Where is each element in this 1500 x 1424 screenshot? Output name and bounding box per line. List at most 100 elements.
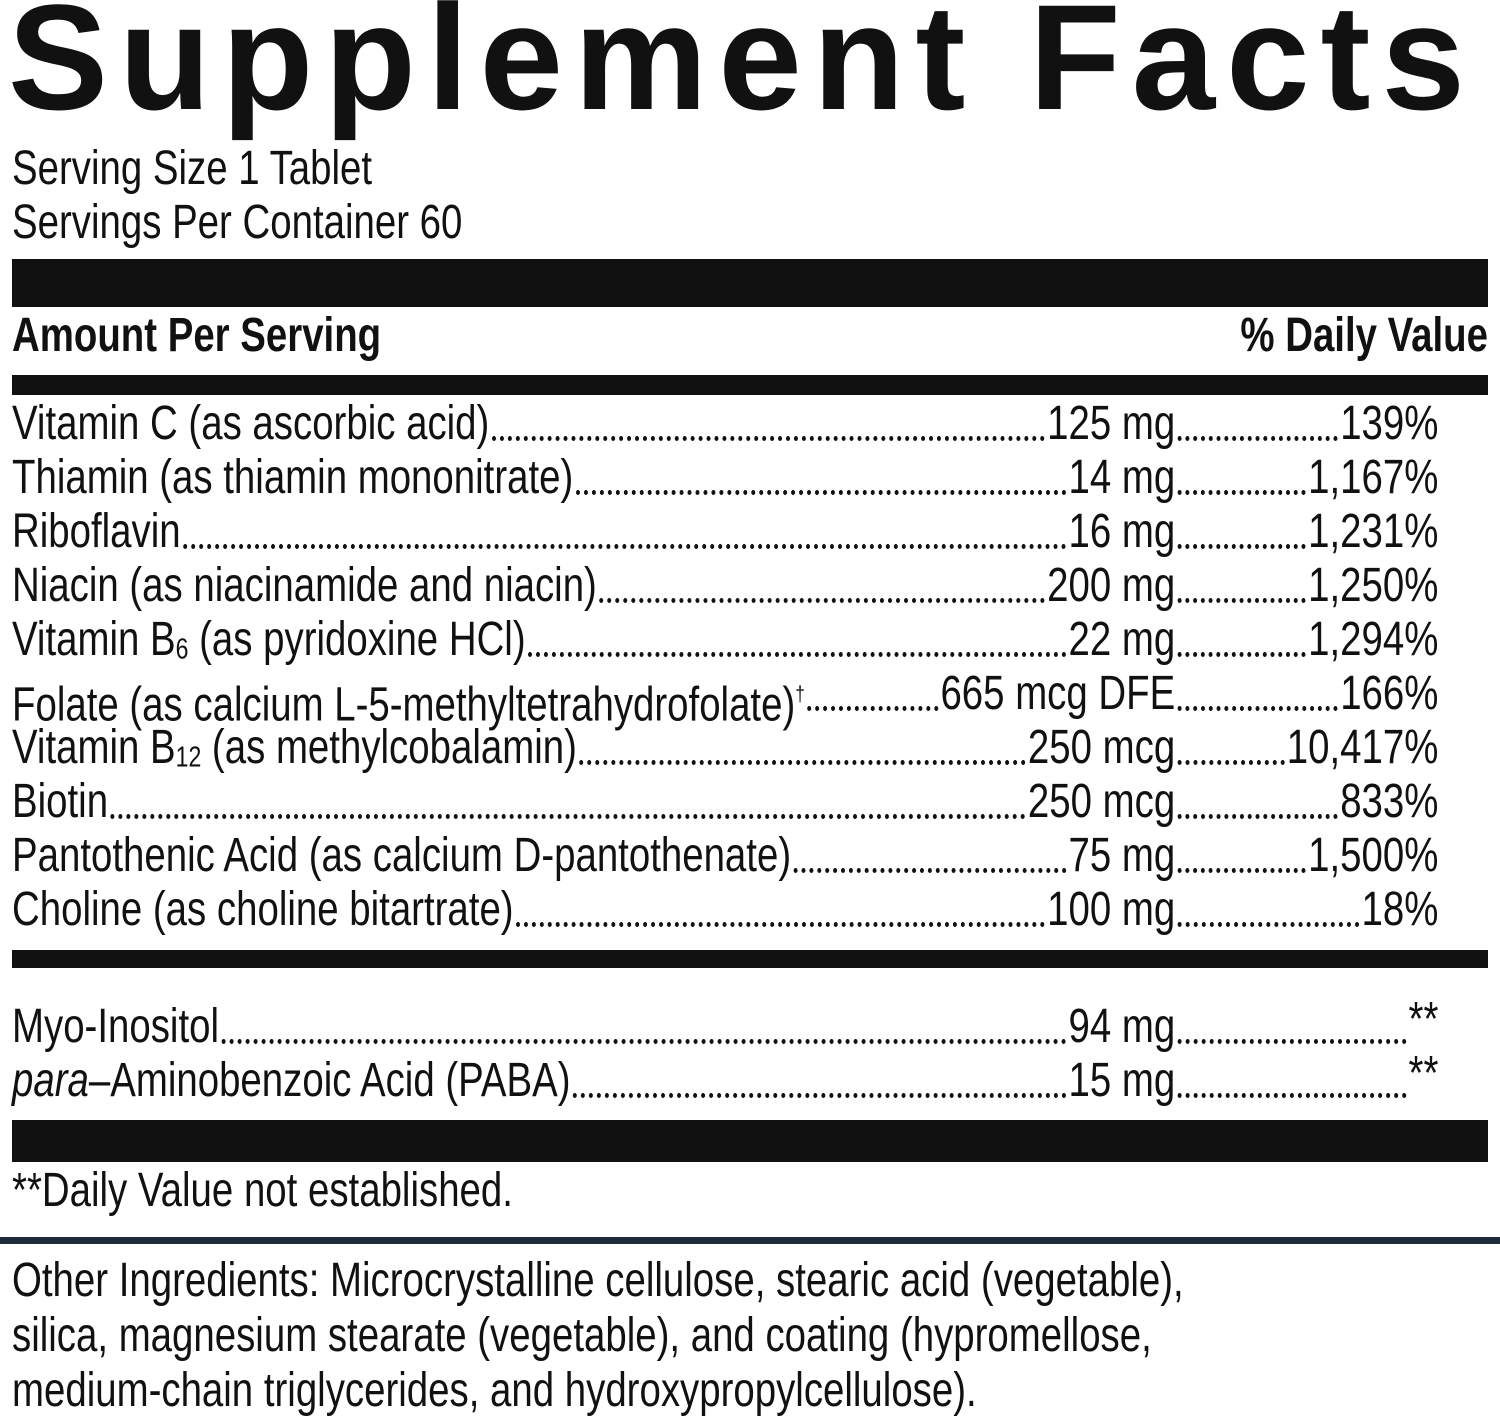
name-part: Vitamin B <box>12 613 176 666</box>
amount: 250 mcg <box>1027 775 1176 828</box>
daily-value: 18% <box>1361 883 1439 936</box>
daily-value: 1,250% <box>1308 559 1439 612</box>
name-part: para <box>12 1054 89 1107</box>
name-amount: Folate (as calcium L-5-methyltetrahydrof… <box>12 667 1176 731</box>
other-ingredients-line: Other Ingredients: Microcrystalline cell… <box>12 1254 1184 1307</box>
title: Supplement Facts <box>8 0 1476 141</box>
dot-leader <box>515 922 1045 927</box>
dot-leader <box>1177 490 1306 495</box>
name-amount: Thiamin (as thiamin mononitrate) 14 mg <box>12 451 1175 505</box>
daily-value-header: % Daily Value <box>1240 309 1488 362</box>
dot-leader <box>1177 652 1306 657</box>
nutrient-name: Vitamin B12 (as methylcobalamin) <box>12 721 577 775</box>
daily-value: 1,294% <box>1308 613 1439 666</box>
nutrient-name: Biotin <box>12 775 108 829</box>
name-part: Niacin (as niacinamide and niacin) <box>12 559 597 612</box>
dot-leader <box>572 1093 1067 1098</box>
nutrient-row: Vitamin B12 (as methylcobalamin) 250 mcg 1… <box>12 721 1438 775</box>
amount: 250 mcg <box>1027 721 1176 774</box>
amount: 14 mg <box>1068 451 1176 504</box>
daily-value-cell: 166% <box>1175 667 1438 721</box>
nutrient-name: Myo-Inositol <box>12 1000 219 1054</box>
dot-leader <box>1177 760 1285 765</box>
bar <box>12 950 1488 968</box>
name-amount: para–Aminobenzoic Acid (PABA) 15 mg <box>12 1054 1175 1108</box>
name-amount: Pantothenic Acid (as calcium D-pantothen… <box>12 829 1175 883</box>
nutrient-name: Folate (as calcium L-5-methyltetrahydrof… <box>12 667 805 731</box>
daily-value-cell: 18% <box>1175 883 1438 937</box>
dot-leader <box>793 868 1067 873</box>
dot-leader <box>1177 544 1306 549</box>
name-amount: Vitamin C (as ascorbic acid) 125 mg <box>12 397 1175 451</box>
name-amount: Riboflavin 16 mg <box>12 505 1175 559</box>
nutrient-name: Vitamin C (as ascorbic acid) <box>12 397 489 451</box>
nutrient-row: para–Aminobenzoic Acid (PABA) 15 mg ** <box>12 1047 1439 1108</box>
nutrient-row: Niacin (as niacinamide and niacin) 200 mg… <box>12 559 1438 613</box>
dot-leader <box>575 490 1067 495</box>
serving-size: Serving Size 1 Tablet <box>12 142 373 195</box>
name-amount: Vitamin B6 (as pyridoxine HCl) 22 mg <box>12 613 1175 667</box>
nutrient-row: Myo-Inositol 94 mg ** <box>12 996 1438 1054</box>
daily-value: 1,500% <box>1308 829 1439 882</box>
thick-bar <box>12 259 1488 307</box>
name-amount: Vitamin B12 (as methylcobalamin) 250 mcg <box>12 721 1175 775</box>
amount: 75 mg <box>1068 829 1176 882</box>
dot-leader <box>1177 706 1338 711</box>
nutrient-name: Thiamin (as thiamin mononitrate) <box>12 451 573 505</box>
name-part: 12 <box>175 741 202 774</box>
dot-leader <box>1177 598 1306 603</box>
footnote: **Daily Value not established. <box>12 1164 513 1217</box>
amount: 665 mcg DFE <box>940 667 1176 720</box>
name-part: Folate (as calcium L-5-methyltetrahydrof… <box>12 678 796 732</box>
dot-leader <box>1177 922 1360 927</box>
dot-leader <box>1177 868 1306 873</box>
amount: 200 mg <box>1047 559 1176 612</box>
daily-value-cell: 10,417% <box>1175 721 1438 775</box>
name-part: Vitamin C (as ascorbic acid) <box>12 397 490 450</box>
daily-value: 833% <box>1340 775 1439 828</box>
daily-value-cell: ** <box>1175 996 1438 1054</box>
other-ingredients-line: medium-chain triglycerides, and hydroxyp… <box>12 1364 977 1417</box>
daily-value-cell: 139% <box>1175 397 1438 451</box>
amount: 15 mg <box>1068 1054 1176 1107</box>
nutrient-row: Vitamin B6 (as pyridoxine HCl) 22 mg 1,294… <box>12 613 1438 667</box>
daily-value: 1,167% <box>1308 451 1439 504</box>
amount: 125 mg <box>1047 397 1176 450</box>
dot-leader <box>1177 814 1338 819</box>
daily-value: 10,417% <box>1286 721 1439 774</box>
daily-value-cell: 1,231% <box>1175 505 1438 559</box>
dot-leader <box>1177 436 1338 441</box>
daily-value: ** <box>1408 1047 1439 1100</box>
name-part: (as pyridoxine HCl) <box>188 613 526 666</box>
dot-leader <box>599 598 1045 603</box>
name-part: 6 <box>175 633 189 666</box>
daily-value-cell: 1,167% <box>1175 451 1438 505</box>
name-part: Biotin <box>12 775 109 828</box>
nutrient-name: Vitamin B6 (as pyridoxine HCl) <box>12 613 526 667</box>
name-part: Riboflavin <box>12 505 181 558</box>
dot-leader <box>1177 1039 1407 1044</box>
daily-value-cell: 1,500% <box>1175 829 1438 883</box>
nutrient-row: Thiamin (as thiamin mononitrate) 14 mg 1,1… <box>12 451 1438 505</box>
name-part: –Aminobenzoic Acid (PABA) <box>88 1054 571 1107</box>
daily-value: 139% <box>1340 397 1439 450</box>
dot-leader <box>491 436 1045 441</box>
amount: 94 mg <box>1068 1000 1176 1053</box>
nutrient-name: para–Aminobenzoic Acid (PABA) <box>12 1054 571 1108</box>
name-amount: Choline (as choline bitartrate) 100 mg <box>12 883 1175 937</box>
name-amount: Niacin (as niacinamide and niacin) 200 mg <box>12 559 1175 613</box>
dot-leader <box>807 706 939 711</box>
nutrient-row: Folate (as calcium L-5-methyltetrahydrof… <box>12 667 1438 731</box>
nutrient-name: Choline (as choline bitartrate) <box>12 883 514 937</box>
dot-leader <box>1177 1093 1407 1098</box>
amount: 16 mg <box>1068 505 1176 558</box>
nutrient-row: Choline (as choline bitartrate) 100 mg 18% <box>12 883 1438 937</box>
dot-leader <box>110 814 1026 819</box>
name-part: Vitamin B <box>12 721 176 774</box>
amount: 22 mg <box>1068 613 1176 666</box>
bar <box>12 375 1488 395</box>
nutrient-name: Riboflavin <box>12 505 181 559</box>
nutrient-name: Niacin (as niacinamide and niacin) <box>12 559 597 613</box>
